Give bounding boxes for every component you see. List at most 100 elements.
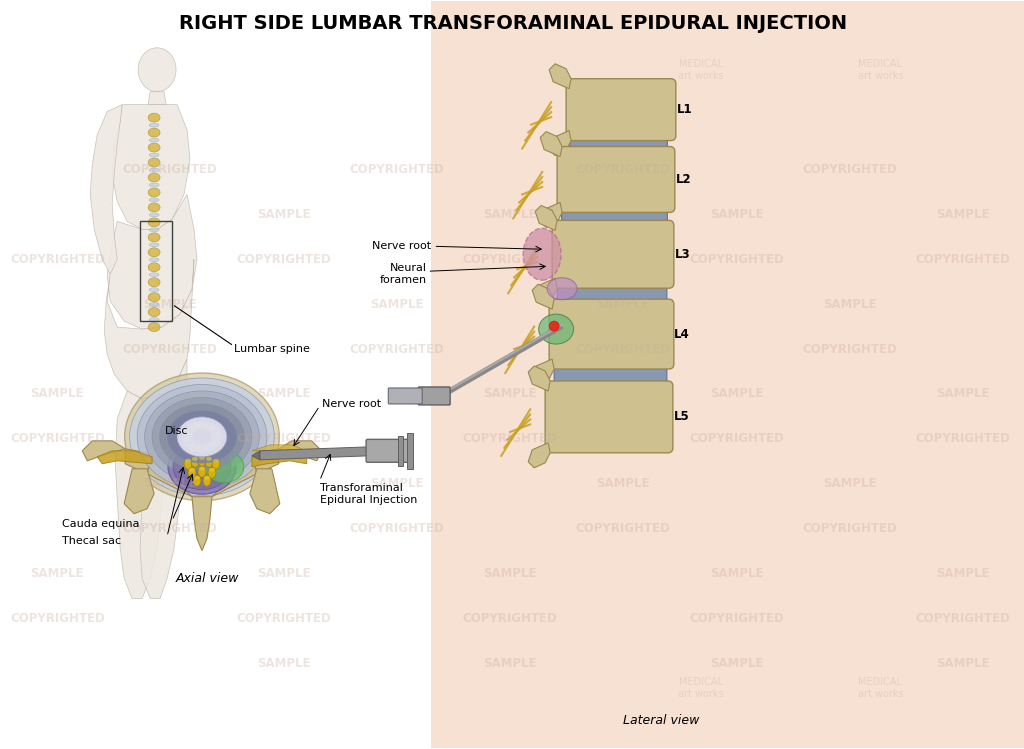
Ellipse shape (183, 438, 195, 447)
Text: SAMPLE: SAMPLE (483, 208, 537, 221)
Ellipse shape (204, 443, 215, 452)
Text: L5: L5 (674, 410, 689, 423)
Ellipse shape (193, 476, 201, 486)
Ellipse shape (148, 293, 160, 302)
Text: L3: L3 (675, 248, 690, 261)
Text: SAMPLE: SAMPLE (596, 297, 649, 311)
Ellipse shape (212, 458, 220, 470)
Polygon shape (536, 205, 557, 231)
Text: MEDICAL
art works: MEDICAL art works (857, 59, 903, 81)
Text: COPYRIGHTED: COPYRIGHTED (349, 522, 443, 535)
Text: COPYRIGHTED: COPYRIGHTED (915, 432, 1011, 446)
Polygon shape (252, 451, 260, 460)
Text: SAMPLE: SAMPLE (257, 208, 310, 221)
FancyBboxPatch shape (545, 381, 673, 453)
Text: SAMPLE: SAMPLE (710, 208, 764, 221)
Ellipse shape (191, 456, 199, 467)
Ellipse shape (194, 476, 200, 480)
Ellipse shape (209, 438, 221, 447)
Ellipse shape (153, 398, 252, 476)
Text: SAMPLE: SAMPLE (370, 297, 423, 311)
Ellipse shape (206, 457, 212, 461)
Ellipse shape (185, 459, 191, 463)
Polygon shape (541, 202, 562, 228)
Polygon shape (549, 130, 571, 156)
Ellipse shape (208, 467, 216, 479)
Ellipse shape (188, 422, 201, 431)
Ellipse shape (150, 288, 159, 291)
Text: SAMPLE: SAMPLE (257, 657, 310, 670)
FancyBboxPatch shape (561, 204, 668, 228)
Polygon shape (431, 1, 1024, 748)
Text: SAMPLE: SAMPLE (31, 567, 84, 580)
FancyBboxPatch shape (557, 280, 667, 307)
Text: SAMPLE: SAMPLE (143, 477, 197, 491)
Ellipse shape (148, 278, 160, 287)
Text: SAMPLE: SAMPLE (822, 477, 877, 491)
Text: Thecal sac: Thecal sac (62, 536, 122, 545)
Ellipse shape (148, 113, 160, 122)
Ellipse shape (137, 384, 267, 489)
Ellipse shape (160, 404, 245, 470)
Text: SAMPLE: SAMPLE (370, 477, 423, 491)
Text: COPYRIGHTED: COPYRIGHTED (802, 522, 897, 535)
Polygon shape (528, 443, 550, 468)
Ellipse shape (167, 410, 237, 464)
Text: SAMPLE: SAMPLE (257, 567, 310, 580)
Ellipse shape (523, 228, 561, 280)
Bar (140, 222, 172, 321)
Polygon shape (193, 497, 212, 551)
Ellipse shape (211, 432, 223, 441)
FancyBboxPatch shape (388, 388, 422, 404)
Text: COPYRIGHTED: COPYRIGHTED (237, 612, 331, 625)
Bar (397, 436, 403, 466)
Ellipse shape (148, 218, 160, 227)
FancyBboxPatch shape (367, 440, 411, 462)
Polygon shape (113, 105, 190, 229)
Ellipse shape (148, 323, 160, 332)
Polygon shape (115, 391, 170, 598)
Ellipse shape (205, 456, 213, 467)
Ellipse shape (189, 468, 195, 472)
Ellipse shape (199, 467, 205, 471)
FancyBboxPatch shape (549, 299, 674, 369)
Ellipse shape (188, 467, 196, 479)
Ellipse shape (148, 233, 160, 242)
Ellipse shape (150, 138, 159, 142)
Ellipse shape (547, 278, 578, 300)
Ellipse shape (539, 314, 573, 344)
Polygon shape (104, 259, 194, 399)
Ellipse shape (184, 458, 193, 470)
Ellipse shape (199, 456, 205, 460)
Polygon shape (260, 447, 370, 460)
Ellipse shape (168, 440, 236, 494)
FancyBboxPatch shape (554, 361, 667, 389)
Text: Transforaminal
Epidural Injection: Transforaminal Epidural Injection (319, 483, 417, 505)
Ellipse shape (148, 203, 160, 212)
Text: SAMPLE: SAMPLE (710, 567, 764, 580)
Ellipse shape (150, 243, 159, 247)
Ellipse shape (203, 476, 211, 486)
Text: COPYRIGHTED: COPYRIGHTED (463, 252, 558, 266)
Polygon shape (82, 441, 125, 461)
Ellipse shape (148, 128, 160, 137)
Polygon shape (90, 105, 122, 274)
Ellipse shape (173, 444, 231, 490)
Text: COPYRIGHTED: COPYRIGHTED (10, 252, 104, 266)
Text: SAMPLE: SAMPLE (936, 657, 990, 670)
Ellipse shape (150, 258, 159, 261)
Text: COPYRIGHTED: COPYRIGHTED (10, 432, 104, 446)
Text: L1: L1 (677, 103, 692, 116)
Ellipse shape (150, 168, 159, 172)
Text: COPYRIGHTED: COPYRIGHTED (689, 252, 784, 266)
Ellipse shape (204, 422, 215, 431)
Text: COPYRIGHTED: COPYRIGHTED (802, 342, 897, 356)
Polygon shape (279, 441, 322, 461)
Text: RIGHT SIDE LUMBAR TRANSFORAMINAL EPIDURAL INJECTION: RIGHT SIDE LUMBAR TRANSFORAMINAL EPIDURA… (179, 14, 847, 33)
Ellipse shape (150, 123, 159, 127)
Text: SAMPLE: SAMPLE (31, 387, 84, 401)
Text: MEDICAL
art works: MEDICAL art works (678, 59, 724, 81)
Ellipse shape (148, 308, 160, 317)
Text: Disc: Disc (165, 426, 188, 436)
Text: SAMPLE: SAMPLE (483, 387, 537, 401)
